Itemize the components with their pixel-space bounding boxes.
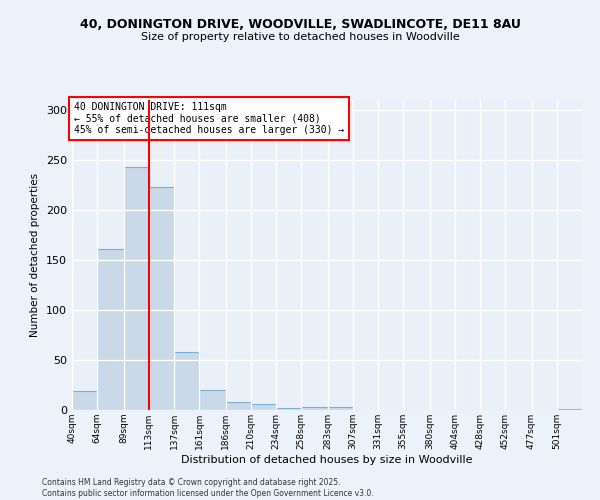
X-axis label: Distribution of detached houses by size in Woodville: Distribution of detached houses by size …	[181, 454, 473, 464]
Bar	[301, 407, 328, 410]
Bar	[72, 391, 97, 410]
Bar	[276, 408, 301, 410]
Y-axis label: Number of detached properties: Number of detached properties	[31, 173, 40, 337]
Text: Contains HM Land Registry data © Crown copyright and database right 2025.
Contai: Contains HM Land Registry data © Crown c…	[42, 478, 374, 498]
Bar	[199, 390, 226, 410]
Bar	[226, 402, 251, 410]
Bar	[557, 409, 582, 410]
Text: 40, DONINGTON DRIVE, WOODVILLE, SWADLINCOTE, DE11 8AU: 40, DONINGTON DRIVE, WOODVILLE, SWADLINC…	[80, 18, 520, 30]
Bar	[174, 352, 199, 410]
Bar	[97, 249, 124, 410]
Text: 40 DONINGTON DRIVE: 111sqm
← 55% of detached houses are smaller (408)
45% of sem: 40 DONINGTON DRIVE: 111sqm ← 55% of deta…	[74, 102, 344, 135]
Bar	[124, 167, 149, 410]
Bar	[328, 407, 353, 410]
Bar	[149, 187, 174, 410]
Text: Size of property relative to detached houses in Woodville: Size of property relative to detached ho…	[140, 32, 460, 42]
Bar	[251, 404, 276, 410]
